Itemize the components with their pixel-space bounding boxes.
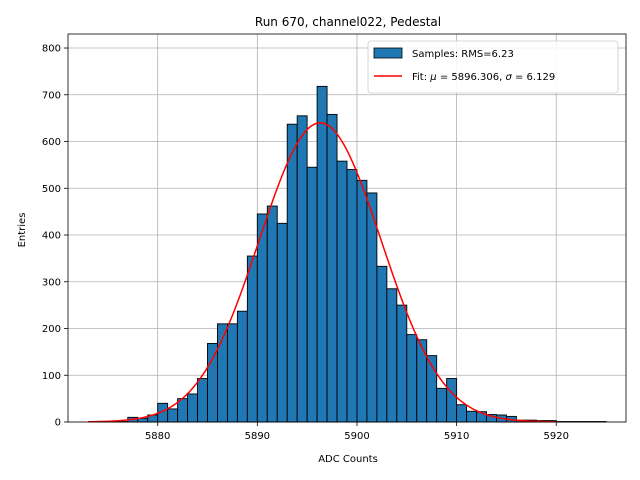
x-tick-label: 5900 [344,431,369,442]
histogram-bar [197,378,208,423]
histogram-bar [446,378,458,423]
legend-box [367,40,619,94]
y-axis-ticks: 0 100 200 300 400 500 600 700 800 [42,44,68,429]
histogram-bar [366,192,378,423]
y-tick-label: 300 [42,277,61,288]
histogram-bar [396,304,408,423]
y-tick-label: 600 [42,137,61,148]
histogram-bar [406,334,418,423]
histogram-bar [246,255,258,423]
histogram-bar [296,115,308,423]
histogram-bar [286,123,298,423]
legend-fit-prefix: Fit: [412,72,430,83]
histogram-bar [386,288,398,423]
histogram-bar [376,265,388,423]
y-tick-label: 100 [42,371,61,382]
chart-title: Run 670, channel022, Pedestal [255,15,441,29]
histogram-bar [187,393,198,423]
legend-sigma-symbol: σ [505,72,512,83]
histogram-bar [236,310,248,423]
histogram-bar [336,160,348,423]
axes-frame [67,33,627,423]
y-axis-label: Entries [17,213,28,248]
histogram-bar [207,343,218,423]
legend-sigma-value: = 6.129 [512,72,555,83]
x-tick-label: 5920 [544,431,569,442]
y-tick-label: 700 [42,90,61,101]
histogram-bar [226,323,238,423]
histogram-bar [276,222,288,423]
histogram-bar [456,404,468,423]
histogram-bar [306,166,318,423]
histogram-bar [346,169,358,423]
y-tick-label: 500 [42,184,61,195]
histogram-bar [167,408,179,423]
y-tick-label: 400 [42,231,61,242]
x-tick-label: 5910 [444,431,469,442]
x-tick-label: 5890 [245,431,270,442]
y-tick-label: 800 [42,44,61,55]
legend-mu-symbol: μ [429,72,436,83]
legend-mu-value: = 5896.306, [437,72,506,83]
histogram-bar [356,179,368,423]
histogram-bar [466,410,477,423]
x-axis-ticks: 5880 5890 5900 5910 5920 [145,422,569,442]
histogram-bar [316,85,328,423]
legend: Samples: RMS=6.23 Fit: μ = 5896.306, σ =… [367,40,619,94]
y-tick-label: 200 [42,324,61,335]
x-axis-label: ADC Counts [318,454,378,465]
histogram-bar [266,205,278,423]
legend-label-samples: Samples: RMS=6.23 [412,49,514,60]
x-tick-label: 5880 [145,431,170,442]
gaussian-fit-line [87,122,557,423]
legend-label-fit: Fit: μ = 5896.306, σ = 6.129 [412,72,555,83]
y-tick-label: 0 [55,418,61,429]
histogram-bar [436,387,448,423]
histogram-bar [256,213,268,423]
histogram-bar [326,113,338,423]
legend-swatch-samples [373,47,403,59]
histogram-bar [416,339,428,423]
